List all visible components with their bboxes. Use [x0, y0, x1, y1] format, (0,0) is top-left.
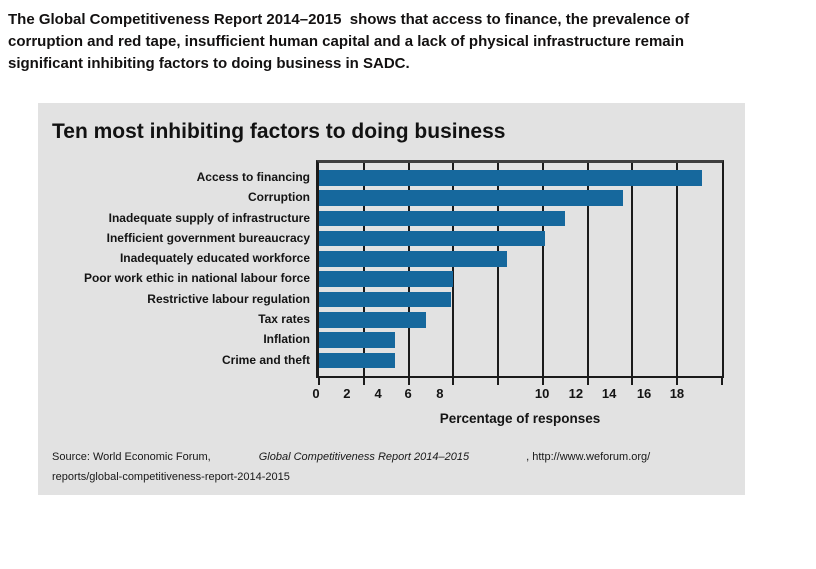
tick-mark [676, 378, 679, 385]
header-line: corruption and red tape, insufficient hu… [8, 33, 684, 50]
tick-mark [452, 378, 455, 385]
bar-series [319, 163, 722, 376]
x-axis-title: Percentage of responses [439, 411, 601, 426]
header-line: The Global Competitiveness Report 2014–2… [8, 11, 690, 28]
tick-mark [541, 378, 544, 385]
chart-title: Ten most inhibiting factors to doing bus… [52, 120, 506, 143]
tick-label: 18 [669, 386, 685, 401]
gridline [676, 163, 679, 376]
bar [319, 312, 427, 328]
plot-area [316, 160, 724, 378]
bar [319, 352, 396, 369]
bar-row [319, 291, 722, 312]
x-axis-tick-marks [318, 378, 723, 385]
category-label: Restrictive labour regulation [147, 291, 310, 306]
tick-label: 2 [343, 386, 351, 401]
category-label-row: Inflation [38, 332, 310, 352]
tick-label: 8 [436, 386, 444, 401]
tick-label: 14 [601, 386, 617, 401]
tick-mark [318, 378, 320, 385]
source-line-1: Source: World Economic Forum, Global Comp… [52, 447, 650, 467]
tick-mark [721, 378, 723, 385]
bar-row [319, 312, 722, 332]
bar [319, 210, 566, 227]
category-label: Access to financing [196, 170, 310, 184]
category-label-row: Poor work ethic in national labour force [38, 271, 310, 291]
source-url: , http://www.weforum.org/ [526, 451, 651, 463]
bar [319, 170, 702, 186]
category-label: Poor work ethic in national labour force [83, 271, 310, 286]
gridline [586, 163, 589, 376]
bar [319, 190, 624, 206]
bar [319, 271, 454, 287]
gridline [362, 163, 365, 376]
bar-row [319, 271, 722, 291]
tick-label: 12 [568, 386, 584, 401]
gridline [541, 163, 544, 376]
bar-row [319, 190, 722, 210]
source-prefix: Source: World Economic Forum, [52, 451, 211, 463]
category-label: Inflation [263, 332, 310, 347]
bar-row [319, 332, 722, 352]
tick-mark [586, 378, 589, 385]
bar-row [319, 210, 722, 231]
gridline [631, 163, 634, 376]
category-label: Inadequately educated workforce [119, 251, 310, 266]
category-label: Tax rates [258, 312, 310, 327]
bar-row [319, 352, 722, 373]
bar [319, 291, 452, 308]
gridlines [319, 163, 722, 376]
tick-label: 10 [534, 386, 550, 401]
bar [319, 230, 546, 247]
bar-row [319, 251, 722, 271]
tick-mark [497, 378, 500, 385]
category-label: Corruption [248, 190, 310, 205]
category-label-row: Tax rates [38, 312, 310, 332]
category-label-row: Inadequately educated workforce [38, 251, 310, 271]
gridline [497, 163, 500, 376]
header-line: significant inhibiting factors to doing … [8, 55, 410, 72]
tick-label: 6 [404, 386, 412, 401]
tick-mark [631, 378, 634, 385]
tick-mark [362, 378, 365, 385]
source-line-2: reports/global-competitiveness-report-20… [52, 471, 290, 483]
tick-label: 16 [636, 386, 652, 401]
category-label-row: Restrictive labour regulation [38, 292, 310, 312]
gridline [407, 163, 410, 376]
header-paragraph: The Global Competitiveness Report 2014–2… [8, 9, 810, 75]
bar-row [319, 170, 722, 190]
category-label-row: Corruption [38, 190, 310, 210]
tick-label: 0 [312, 386, 320, 401]
chart-panel: Ten most inhibiting factors to doing bus… [38, 103, 745, 495]
category-label: Inadequate supply of infrastructure [108, 210, 310, 225]
tick-mark [407, 378, 410, 385]
category-label-row: Inefficient government bureaucracy [38, 231, 310, 251]
x-axis-tick-labels: 0 2 4 6 8 10 12 14 16 18 [312, 386, 722, 402]
category-labels: Access to financing Corruption Inadequate … [38, 160, 310, 378]
category-label: Crime and theft [221, 352, 310, 367]
bar [319, 332, 396, 348]
tick-label: 4 [374, 386, 382, 401]
source-note: Source: World Economic Forum, Global Comp… [52, 447, 650, 487]
category-label-row: Crime and theft [38, 353, 310, 373]
bar-row [319, 230, 722, 251]
category-label-row: Access to financing [38, 170, 310, 190]
category-label-row: Inadequate supply of infrastructure [38, 211, 310, 231]
category-label: Inefficient government bureaucracy [106, 230, 310, 245]
gridline [452, 163, 455, 376]
source-report-title: Global Competitiveness Report 2014–2015 [258, 451, 470, 463]
bar [319, 251, 508, 267]
